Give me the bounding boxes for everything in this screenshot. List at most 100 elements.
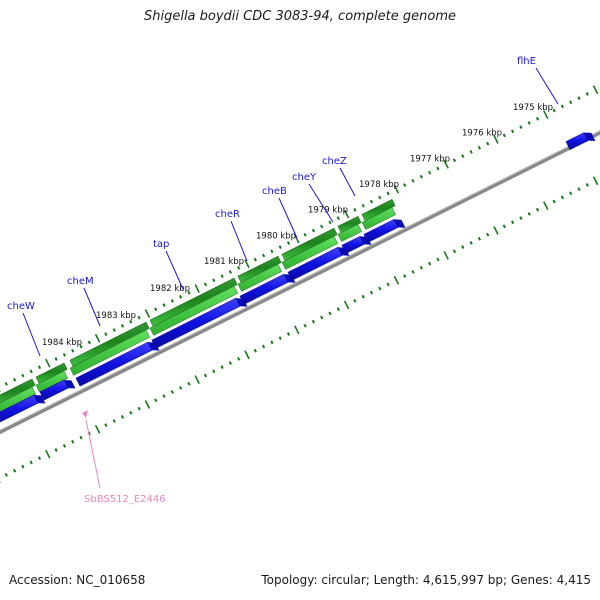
upper-scale-tick (162, 303, 166, 308)
upper-scale-tick (378, 195, 382, 200)
upper-scale-tick (170, 299, 174, 303)
upper-scale-tick (469, 150, 473, 154)
gene-label-chew[interactable]: cheW (7, 301, 35, 312)
gene-feature[interactable] (565, 132, 589, 151)
gene-label-flhe[interactable]: flhE (517, 56, 536, 67)
upper-scale-tick (87, 340, 91, 345)
genome-backbone (0, 130, 600, 435)
kbp-tick-label: 1983 kbp (96, 311, 136, 321)
gene-label-cheb[interactable]: cheB (262, 186, 287, 197)
upper-scale-tick (577, 96, 581, 100)
cds-feature[interactable] (337, 215, 362, 234)
cds-feature-lower[interactable] (69, 329, 151, 376)
lower-scale-tick (361, 294, 365, 299)
lower-scale-tick (502, 224, 506, 229)
misc-feature-marker[interactable] (82, 410, 88, 418)
lower-scale-tick (120, 414, 125, 419)
cds-feature[interactable] (361, 198, 396, 222)
cds-feature-lower[interactable] (237, 263, 283, 292)
upper-scale-tick (54, 357, 58, 361)
lower-scale-tick (411, 270, 415, 274)
upper-scale-tick (21, 373, 25, 378)
lower-scale-tick (403, 274, 407, 278)
gene-leader-line (308, 183, 334, 223)
cds-feature-lower[interactable] (149, 285, 239, 336)
cds-feature[interactable] (281, 227, 338, 261)
kbp-tick-label: 1977 kbp (410, 154, 450, 164)
gene-label-tap[interactable]: tap (153, 239, 169, 250)
lower-scale-tick (552, 199, 556, 204)
lower-scale-tick (560, 195, 565, 200)
upper-scale-tick (253, 257, 257, 262)
lower-scale-tick (535, 207, 540, 212)
upper-scale-tick (486, 141, 490, 146)
upper-scale-tick (94, 333, 101, 343)
upper-scale-tick (386, 191, 390, 196)
accession-label: Accession: NC_010658 (9, 573, 146, 587)
cds-feature-lower[interactable] (0, 386, 37, 415)
lower-scale-tick (294, 325, 300, 335)
upper-scale-tick (320, 224, 324, 229)
upper-scale-tick (336, 216, 340, 221)
lower-scale-tick (137, 406, 141, 411)
cds-feature-lower[interactable] (337, 223, 363, 242)
gene-label-cher[interactable]: cheR (215, 209, 240, 220)
lower-scale-tick (104, 423, 108, 428)
lower-scale-tick (220, 365, 224, 370)
upper-scale-tick (403, 183, 407, 187)
upper-scale-tick (144, 309, 151, 318)
upper-scale-tick (303, 232, 307, 237)
upper-scale-tick (493, 135, 499, 144)
lower-scale-tick (71, 439, 75, 444)
upper-scale-tick (137, 315, 141, 320)
kbp-tick-label: 1979 kbp (308, 205, 348, 215)
upper-scale-tick (154, 307, 158, 312)
upper-scale-tick (569, 100, 573, 105)
upper-scale-tick (461, 154, 465, 158)
lower-scale-tick (261, 344, 266, 349)
gene-label-chey[interactable]: cheY (292, 172, 317, 183)
lower-scale-tick (79, 435, 83, 440)
cds-feature[interactable] (237, 255, 282, 283)
lower-scale-tick (178, 386, 183, 390)
lower-scale-tick (162, 394, 166, 399)
upper-scale-tick (294, 234, 300, 244)
map-title: Shigella boydii CDC 3083-94, complete ge… (143, 9, 457, 24)
cds-feature[interactable] (0, 378, 36, 406)
gene-label-sbbs512_e2446[interactable]: SbBS512_E2446 (84, 494, 166, 505)
upper-scale-tick (443, 159, 449, 169)
lower-scale-tick (519, 216, 523, 220)
upper-scale-tick (237, 266, 241, 270)
upper-scale-tick (502, 133, 506, 138)
upper-scale-tick (112, 328, 116, 332)
gene-leader-line (230, 220, 248, 262)
gene-leader-line (535, 67, 559, 105)
lower-scale-tick (369, 290, 374, 295)
upper-scale-tick (477, 145, 482, 150)
cds-feature-lower[interactable] (35, 370, 69, 393)
lower-scale-tick (144, 400, 151, 409)
lower-scale-tick (328, 311, 332, 316)
cds-feature[interactable] (149, 277, 238, 327)
lower-scale-tick (378, 286, 382, 291)
cds-feature-lower[interactable] (361, 206, 397, 230)
upper-scale-tick (120, 323, 125, 328)
upper-scale-tick (62, 352, 67, 357)
genome-backbone-highlight (0, 130, 600, 431)
lower-scale-tick (94, 424, 101, 434)
lower-scale-tick (336, 307, 340, 312)
gene-label-chez[interactable]: cheZ (322, 156, 347, 167)
kbp-tick-label: 1982 kbp (150, 284, 190, 294)
gene-feature-cap (584, 132, 596, 141)
gene-feature-cap (236, 298, 248, 307)
upper-scale-tick (436, 166, 440, 171)
cds-feature[interactable] (69, 321, 150, 367)
gene-leader-line (339, 167, 356, 197)
gene-label-chem[interactable]: cheM (67, 276, 94, 287)
cds-feature-lower[interactable] (281, 235, 339, 270)
lower-scale-tick (393, 275, 400, 285)
cds-feature[interactable] (35, 362, 68, 384)
kbp-tick-label: 1975 kbp (513, 103, 553, 113)
upper-scale-tick (353, 208, 357, 212)
lower-scale-tick (244, 350, 250, 360)
